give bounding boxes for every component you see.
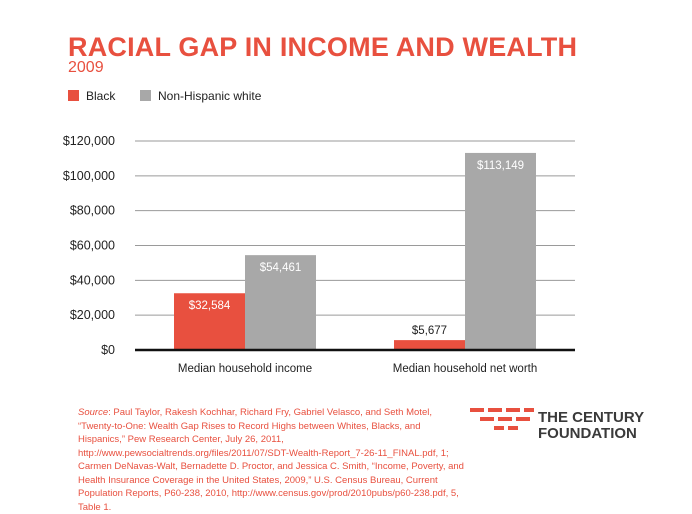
y-tick-label: $120,000 <box>63 134 115 148</box>
y-tick-label: $80,000 <box>70 204 115 218</box>
chart-title: RACIAL GAP IN INCOME AND WEALTH <box>68 32 578 62</box>
legend-swatch-black <box>68 90 79 101</box>
legend-label-black: Black <box>86 89 116 103</box>
y-tick-label: $100,000 <box>63 169 115 183</box>
bar <box>394 340 465 350</box>
y-tick-label: $60,000 <box>70 239 115 253</box>
y-tick-label: $0 <box>101 343 115 357</box>
bar <box>465 152 536 350</box>
logo-mark-icon <box>470 408 534 430</box>
y-tick-label: $20,000 <box>70 308 115 322</box>
data-label: $32,584 <box>189 300 231 312</box>
bar <box>174 293 245 350</box>
source-note: Source: Paul Taylor, Rakesh Kochhar, Ric… <box>78 406 470 514</box>
x-tick-label: Median household income <box>178 363 312 375</box>
data-label: $54,461 <box>260 262 302 274</box>
x-tick-label: Median household net worth <box>393 363 538 375</box>
y-tick-label: $40,000 <box>70 273 115 287</box>
source-label: Source <box>78 407 109 418</box>
chart-subtitle: 2009 <box>68 59 104 76</box>
legend-swatch-non-hispanic-white <box>140 90 151 101</box>
century-foundation-logo: THE CENTURY FOUNDATION <box>470 408 644 442</box>
data-label: $113,149 <box>477 160 524 172</box>
bar-chart: $0 $20,000 $40,000 $60,000 $80,000 $100,000 $1… <box>63 134 575 375</box>
logo-line-2: FOUNDATION <box>538 425 637 442</box>
legend-label-non-hispanic-white: Non-Hispanic white <box>158 89 262 103</box>
logo-line-1: THE CENTURY <box>538 409 645 426</box>
bar <box>245 255 316 350</box>
logo-wordmark: THE CENTURY FOUNDATION <box>538 410 644 442</box>
data-label: $5,677 <box>412 325 447 337</box>
source-text: : Paul Taylor, Rakesh Kochhar, Richard F… <box>78 407 464 513</box>
